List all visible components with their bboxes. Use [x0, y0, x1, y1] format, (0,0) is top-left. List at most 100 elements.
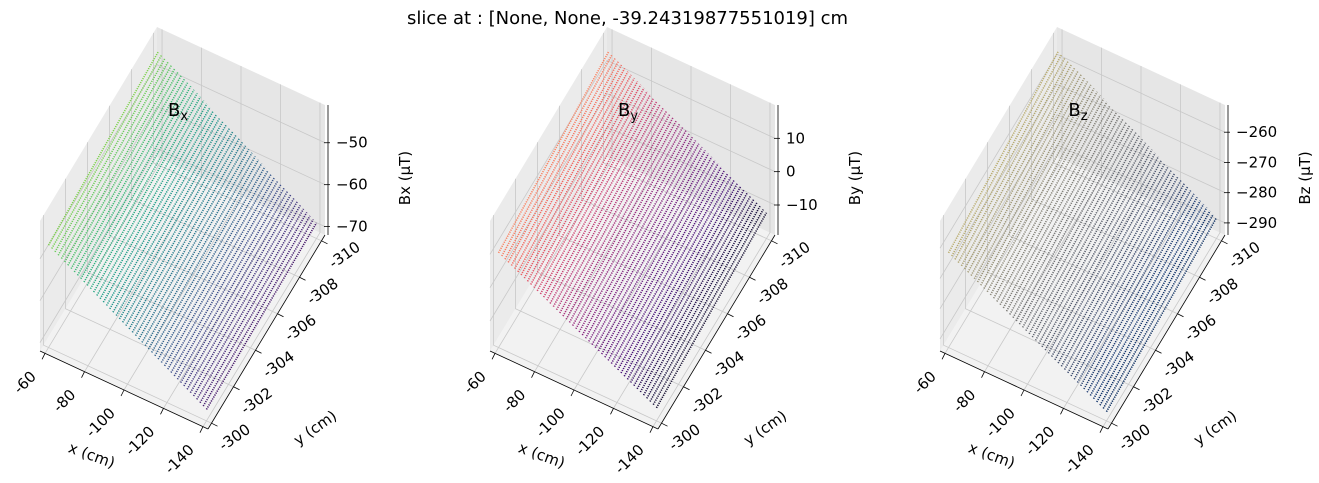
surface-row	[1099, 210, 1211, 406]
surface-row	[571, 127, 684, 326]
surface-row	[154, 166, 266, 357]
x-tick-label: -60	[460, 367, 490, 397]
y-gridline	[1031, 69, 1200, 278]
by-surface-plot: -60 -80-100 -120 -140 -300-302-304-306-308-3…	[460, 27, 864, 478]
surface-row	[1060, 169, 1173, 367]
x-tick-label: -100	[982, 404, 1019, 441]
y-tick-label: -304	[709, 347, 747, 381]
x-gridline	[202, 102, 321, 427]
z-tick-label: −270	[1236, 153, 1277, 171]
x-gridline	[652, 102, 771, 427]
z-gridline	[939, 114, 1226, 309]
surface-row	[639, 195, 752, 393]
surface-row	[60, 64, 173, 260]
surface-row	[588, 143, 700, 342]
surface-row	[542, 97, 655, 298]
surface-row	[70, 75, 182, 270]
y-tick	[705, 349, 712, 354]
surface-row	[150, 162, 263, 353]
surface-row	[992, 98, 1105, 299]
surface-row	[626, 182, 739, 380]
surface-row	[617, 172, 729, 371]
x-tick-label: -140	[161, 441, 198, 478]
surface-row	[954, 57, 1066, 260]
surface-row	[633, 189, 745, 387]
subplot-title: Bx	[168, 100, 188, 124]
surface-row	[1089, 200, 1202, 396]
surface-row	[189, 204, 302, 394]
surface-row	[1050, 159, 1163, 357]
subplot-title: Bz	[1068, 100, 1087, 124]
surface-row	[1015, 121, 1127, 322]
surface-row	[1009, 115, 1121, 315]
surface-row	[562, 117, 674, 317]
surface-row	[1070, 179, 1182, 377]
surface-row	[202, 218, 314, 407]
z-tick-label: 0	[786, 163, 796, 181]
surface-row	[1002, 108, 1115, 309]
z-axis-label: Bz (µT)	[1296, 151, 1314, 204]
surface-row	[497, 51, 610, 254]
surface-row	[96, 103, 208, 296]
y-axis-line	[657, 234, 776, 430]
z-gridline	[39, 106, 326, 301]
y-tick	[1111, 422, 1118, 427]
surface-row	[1054, 162, 1166, 361]
surface-row	[996, 101, 1108, 302]
bz-surface-plot: -60 -80-100 -120 -140 -300-302-304-306-308-3…	[910, 27, 1314, 478]
x-axis-label: x (cm)	[66, 439, 117, 472]
y-axis-label: y (cm)	[290, 407, 340, 449]
surface-row	[607, 163, 719, 361]
surface-row	[568, 123, 681, 323]
z-gridline	[39, 148, 326, 343]
y-axis-line	[1107, 234, 1226, 430]
surface-row	[141, 152, 253, 343]
surface-row	[183, 197, 295, 387]
y-tick-label: -310	[325, 238, 363, 272]
surface-row	[1028, 135, 1140, 335]
y-tick-label: -308	[753, 274, 791, 308]
x-tick	[981, 371, 985, 378]
surface-row	[89, 96, 202, 290]
y-tick	[1199, 276, 1206, 281]
y-tick	[661, 422, 668, 427]
y-tick	[1177, 313, 1184, 318]
surface-row	[1067, 176, 1179, 374]
y-tick-label: -304	[1159, 347, 1197, 381]
surface	[947, 50, 1218, 413]
surface-row	[1021, 128, 1134, 328]
surface-row	[1005, 111, 1118, 312]
surface-row	[1025, 132, 1137, 332]
surface-row	[1083, 193, 1195, 390]
subplot-title: By	[618, 100, 638, 124]
y-tick-label: -302	[237, 384, 275, 418]
y-gridline	[153, 32, 322, 242]
surface-row	[947, 50, 1060, 254]
surface-row	[1057, 166, 1169, 364]
y-tick	[771, 240, 778, 245]
surface-row	[623, 179, 735, 377]
surface-row	[80, 85, 192, 280]
z-gridline	[489, 59, 776, 255]
z-tick-label: −290	[1236, 214, 1277, 232]
y-tick	[255, 349, 262, 354]
z-tick-label: −280	[1236, 184, 1277, 202]
y-tick-label: -300	[665, 420, 703, 454]
surface-row	[649, 205, 761, 402]
bx-surface-plot: -60 -80-100 -120 -140 -300-302-304-306-308-3…	[10, 27, 414, 478]
surface-row	[960, 64, 1073, 267]
y-tick	[1133, 386, 1140, 391]
surface-row	[83, 89, 195, 283]
x-gridline	[573, 66, 692, 391]
figure-suptitle: slice at : [None, None, -39.243198775510…	[406, 8, 849, 29]
x-tick	[1020, 389, 1025, 397]
surface-row	[597, 153, 710, 352]
surface	[497, 51, 768, 409]
x-tick	[160, 408, 164, 415]
x-tick-label: -120	[122, 422, 159, 459]
y-tick-label: -306	[281, 311, 319, 345]
surface-row	[1102, 213, 1214, 409]
y-axis-label: y (cm)	[740, 407, 790, 449]
surface-row	[1012, 118, 1124, 319]
y-gridline	[109, 105, 278, 315]
